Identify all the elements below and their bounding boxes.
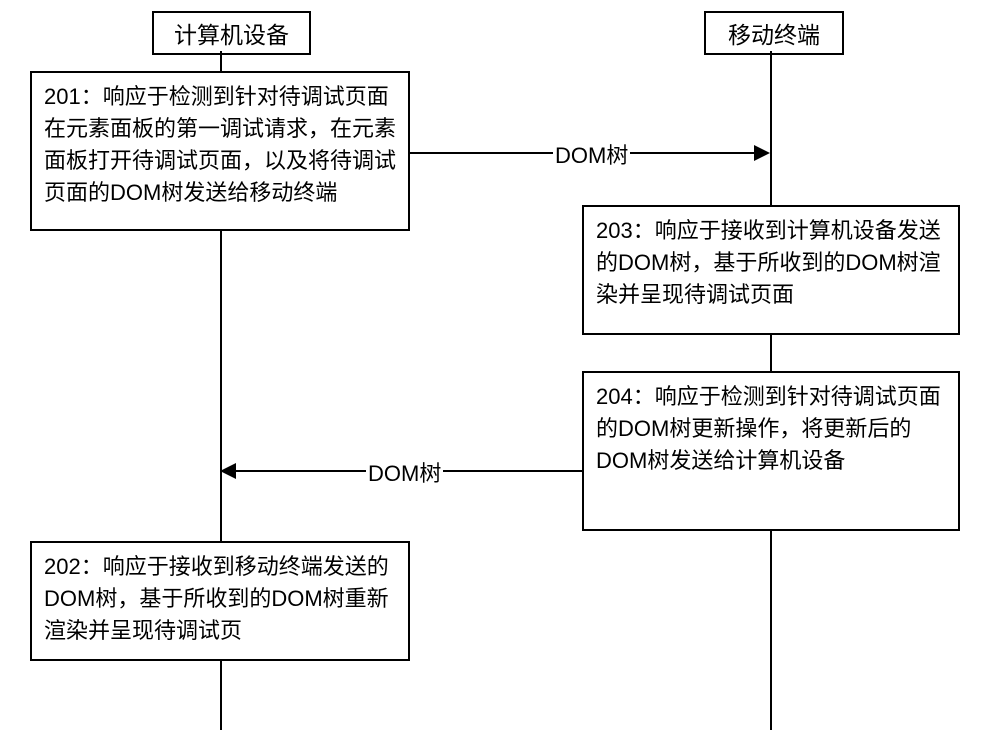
lifeline-right-0 [770,51,772,205]
lifeline-right-2 [770,531,772,730]
lifeline-right-1 [770,335,772,371]
lifeline-left-2 [220,661,222,730]
step-s204: 204：响应于检测到针对待调试页面的DOM树更新操作，将更新后的DOM树发送给计… [582,371,960,531]
lifeline-left-0 [220,51,222,71]
arrow-label-a1: DOM树 [553,138,630,170]
arrow-head-a2 [220,463,236,479]
arrow-label-a2: DOM树 [366,456,443,488]
step-s201: 201：响应于检测到针对待调试页面在元素面板的第一调试请求，在元素面板打开待调试… [30,71,410,231]
swimlane-header-right: 移动终端 [704,11,844,55]
arrow-head-a1 [754,145,770,161]
step-s202: 202：响应于接收到移动终端发送的DOM树，基于所收到的DOM树重新渲染并呈现待… [30,541,410,661]
lifeline-left-1 [220,231,222,541]
step-s203: 203：响应于接收到计算机设备发送的DOM树，基于所收到的DOM树渲染并呈现待调… [582,205,960,335]
swimlane-header-left: 计算机设备 [152,11,311,55]
